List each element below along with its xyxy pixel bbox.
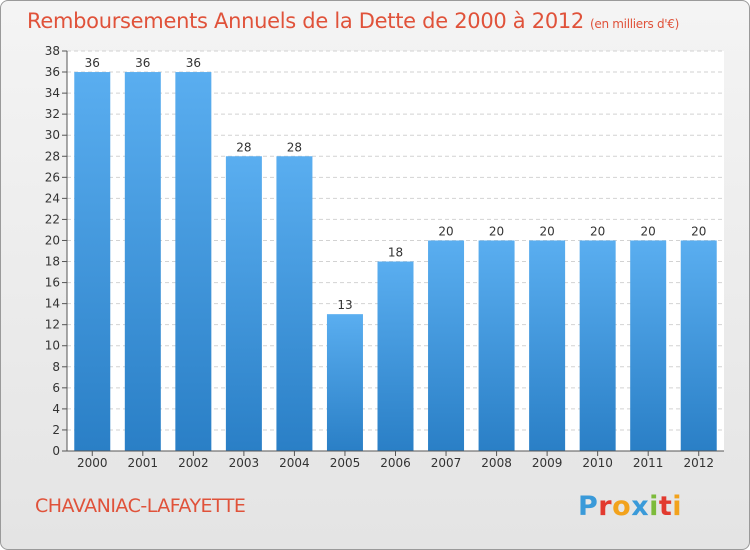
logo-letter: o [612,491,632,522]
bar [529,240,566,451]
y-tick-label: 14 [45,297,60,311]
bar-value-label: 18 [388,246,403,260]
chart-title-text: Remboursements Annuels de la Dette de 20… [27,9,584,33]
bar-value-label: 36 [85,56,100,70]
bar [630,240,667,451]
bar-value-label: 20 [641,224,656,238]
commune-name: CHAVANIAC-LAFAYETTE [35,495,246,517]
y-tick-label: 10 [45,339,60,353]
bar-value-label: 36 [135,56,150,70]
bar [680,240,717,451]
bar-value-label: 20 [590,224,605,238]
bar-value-label: 36 [186,56,201,70]
bar [225,156,262,451]
x-tick-label: 2012 [683,456,714,470]
x-tick-label: 2007 [431,456,462,470]
y-tick-label: 4 [52,402,60,416]
bar [377,261,414,451]
bar [428,240,465,451]
bar-value-label: 28 [287,140,302,154]
x-tick-label: 2010 [582,456,613,470]
y-tick-label: 38 [45,44,60,58]
x-tick-label: 2006 [380,456,411,470]
logo-letter: i [649,491,659,522]
bar-value-label: 13 [337,298,352,312]
x-tick-label: 2001 [128,456,159,470]
bar [74,72,111,451]
x-tick-label: 2002 [178,456,209,470]
x-tick-label: 2011 [633,456,664,470]
bar-value-label: 20 [691,224,706,238]
y-tick-label: 8 [52,360,60,374]
y-tick-label: 12 [45,318,60,332]
x-tick-label: 2005 [330,456,361,470]
y-tick-label: 32 [45,107,60,121]
bars: 36 36 36 28 28 13 18 20 20 20 20 20 20 [74,56,717,451]
bar-value-label: 20 [489,224,504,238]
bar [326,314,363,451]
y-tick-label: 26 [45,170,60,184]
y-tick-label: 18 [45,255,60,269]
bar-value-label: 20 [438,224,453,238]
bar [478,240,515,451]
proxiti-logo: Proxiti [578,491,682,522]
y-tick-label: 28 [45,149,60,163]
y-tick-label: 24 [45,191,60,205]
y-tick-label: 16 [45,276,60,290]
logo-letter: r [598,491,613,522]
bar [124,72,161,451]
x-tick-label: 2003 [229,456,260,470]
logo-letter: x [631,491,650,522]
y-tick-label: 36 [45,65,60,79]
logo-letter: P [578,491,599,522]
bar [579,240,616,451]
chart-title: Remboursements Annuels de la Dette de 20… [27,9,679,33]
bar-value-label: 20 [539,224,554,238]
chart-unit: (en milliers d'€) [590,17,680,31]
x-tick-label: 2004 [279,456,310,470]
logo-letter: i [672,491,683,522]
bar-value-label: 28 [236,140,251,154]
logo-letter: t [658,491,673,522]
y-tick-label: 22 [45,212,60,226]
y-tick-label: 0 [52,444,60,458]
y-tick-label: 2 [52,423,60,437]
bar [175,72,212,451]
y-tick-label: 20 [45,233,60,247]
y-tick-label: 30 [45,128,60,142]
y-tick-label: 34 [45,86,60,100]
bar [276,156,313,451]
x-tick-label: 2008 [481,456,512,470]
x-tick-label: 2009 [532,456,563,470]
y-tick-label: 6 [52,381,60,395]
x-tick-label: 2000 [77,456,108,470]
